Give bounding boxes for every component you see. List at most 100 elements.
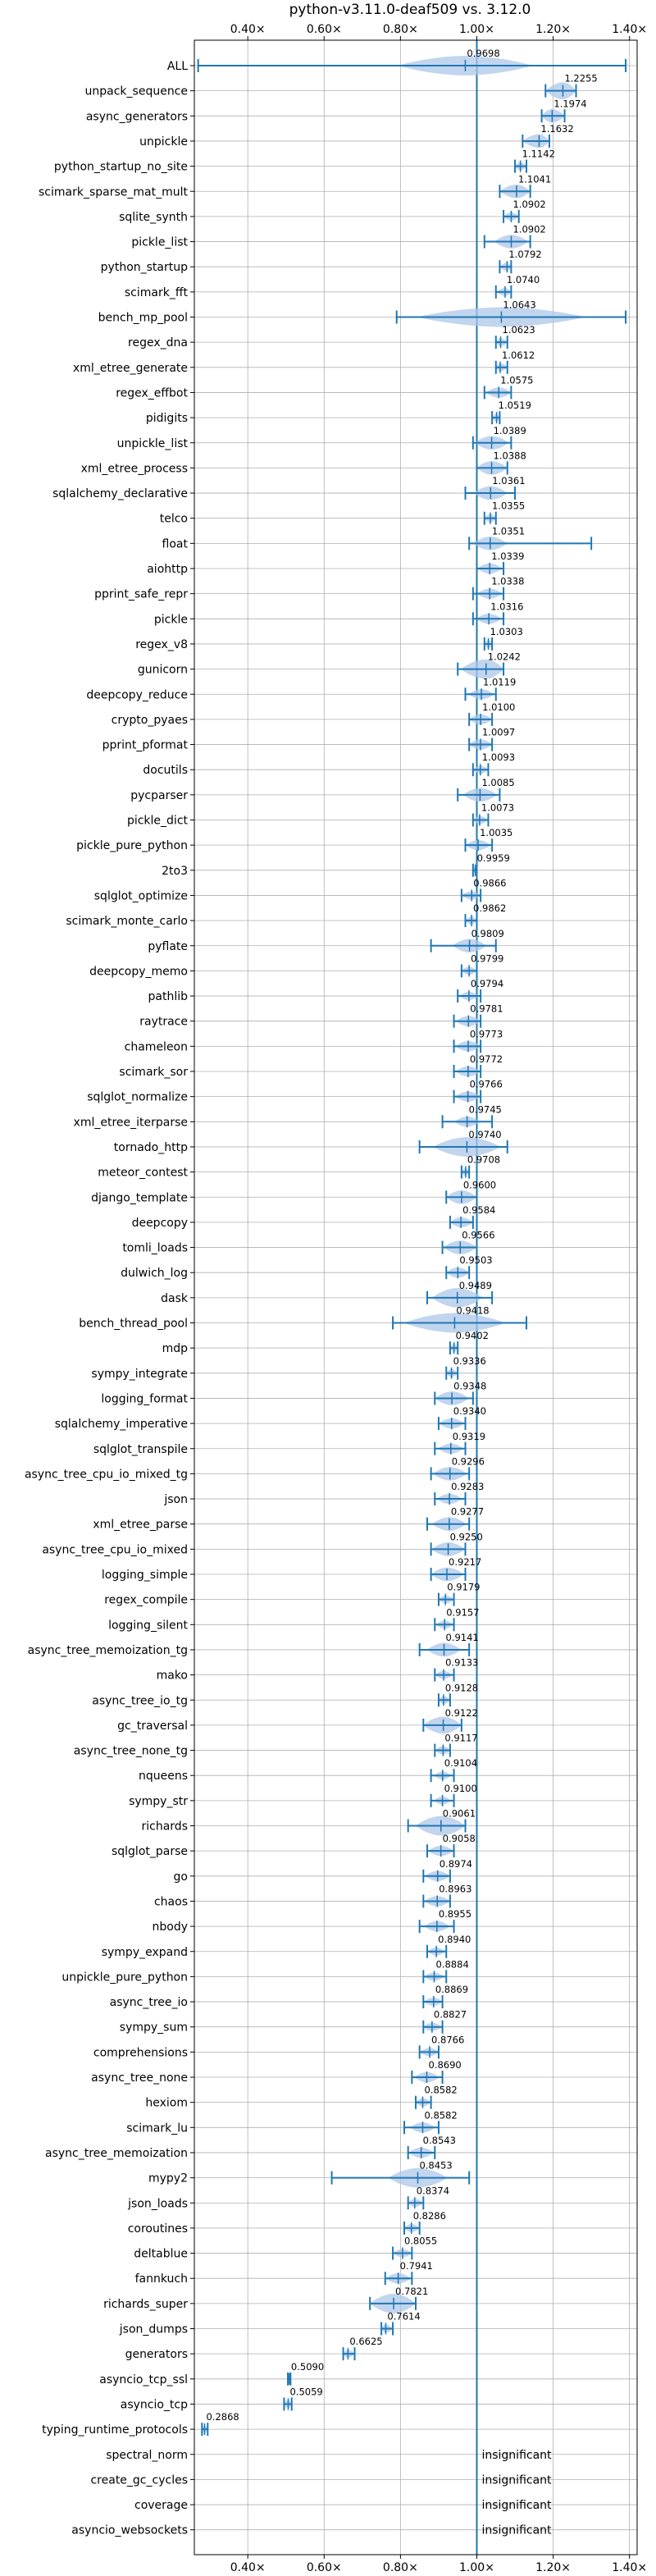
y-tick-label: scimark_lu: [126, 2122, 188, 2135]
y-tick-label: logging_format: [101, 1392, 188, 1405]
value-label: 0.8055: [404, 2236, 437, 2247]
y-tick-label: scimark_fft: [125, 286, 189, 299]
y-tick-label: unpack_sequence: [85, 85, 188, 98]
value-label: 1.0355: [492, 500, 525, 512]
value-label: 0.9402: [456, 1330, 489, 1341]
value-label: 0.9600: [463, 1179, 496, 1190]
y-tick-label: scimark_monte_carlo: [66, 915, 188, 928]
y-tick-label: sympy_sum: [120, 2021, 188, 2035]
y-tick-label: meteor_contest: [98, 1167, 188, 1180]
value-label: 0.5059: [289, 2386, 322, 2397]
y-tick-label: typing_runtime_protocols: [42, 2423, 188, 2437]
y-tick-label: sympy_str: [129, 1795, 188, 1808]
value-label: 1.1974: [554, 98, 586, 109]
value-label: 0.9772: [470, 1053, 503, 1065]
y-tick-label: json_dumps: [119, 2323, 188, 2336]
y-tick-label: python_startup: [101, 261, 188, 274]
y-tick-label: async_generators: [86, 110, 188, 123]
y-tick-label: ALL: [167, 60, 188, 73]
value-label: 0.8453: [419, 2160, 452, 2172]
value-label: 0.9809: [472, 928, 504, 939]
y-tick-label: pprint_pformat: [102, 739, 189, 752]
value-label: 0.9157: [446, 1606, 479, 1618]
y-tick-label: float: [162, 537, 189, 550]
value-label: 0.9061: [443, 1808, 476, 1820]
y-tick-label: unpickle_pure_python: [61, 1971, 188, 1984]
value-label: 1.0740: [507, 274, 540, 285]
value-label: 0.9058: [443, 1833, 476, 1844]
y-tick-label: gc_traversal: [117, 1720, 188, 1733]
y-tick-label: aiohttp: [147, 563, 188, 576]
y-tick-label: sqlalchemy_imperative: [55, 1418, 188, 1431]
value-label: 0.9799: [471, 952, 503, 964]
y-tick-label: mako: [157, 1669, 188, 1683]
y-tick-label: create_gc_cycles: [90, 2473, 188, 2487]
y-tick-label: xml_etree_process: [81, 462, 188, 475]
y-tick-label: asyncio_tcp: [121, 2398, 188, 2411]
value-label: 0.9584: [462, 1204, 495, 1216]
y-tick-label: unpickle_list: [117, 437, 189, 450]
y-tick-label: comprehensions: [93, 2046, 188, 2059]
y-tick-label: async_tree_cpu_io_mixed: [42, 1543, 188, 1556]
y-tick-label: richards_super: [103, 2298, 188, 2311]
y-tick-label: sqlite_synth: [119, 211, 188, 224]
value-label: 1.0389: [494, 425, 526, 436]
y-tick-label: regex_compile: [104, 1594, 188, 1607]
y-tick-label: pathlib: [148, 990, 189, 1003]
value-label: 1.0902: [512, 224, 545, 235]
value-label: 0.9104: [444, 1757, 477, 1769]
y-tick-label: xml_etree_parse: [93, 1519, 188, 1532]
y-tick-label: regex_effbot: [116, 386, 188, 400]
value-label: 0.9745: [469, 1103, 502, 1115]
y-tick-label: tornado_http: [114, 1141, 188, 1154]
value-label: 0.8286: [413, 2210, 446, 2222]
y-tick-label: coroutines: [128, 2222, 188, 2236]
y-tick-label: logging_silent: [108, 1619, 188, 1632]
value-label: 1.1041: [518, 173, 551, 185]
y-tick-label: unpickle: [139, 135, 188, 148]
value-label: 1.0623: [502, 324, 535, 336]
value-label: 1.0097: [482, 727, 515, 738]
y-tick-label: json: [163, 1493, 188, 1506]
value-label: 0.8963: [439, 1883, 472, 1894]
y-tick-label: deepcopy_memo: [89, 965, 188, 978]
value-label: 1.0085: [481, 777, 514, 788]
y-tick-label: mypy2: [148, 2172, 188, 2185]
value-label: 0.8690: [429, 2059, 462, 2071]
value-label: 0.9794: [471, 978, 503, 989]
y-tick-label: sqlglot_transpile: [93, 1443, 188, 1456]
mark-layer: [197, 56, 627, 2437]
value-label: 0.9489: [459, 1280, 492, 1291]
value-label: 0.9959: [477, 852, 510, 864]
value-label: 0.9283: [451, 1481, 484, 1492]
value-label: 0.9348: [453, 1380, 486, 1391]
value-label: 0.9503: [459, 1254, 492, 1266]
value-label: 1.0361: [492, 475, 525, 486]
value-label: 0.8374: [417, 2185, 449, 2196]
y-tick-label: pidigits: [146, 412, 188, 425]
y-tick-label: spectral_norm: [106, 2449, 188, 2462]
value-label: 1.1632: [540, 123, 573, 135]
y-tick-label: pickle_pure_python: [76, 839, 188, 852]
y-tick-label: logging_simple: [102, 1569, 188, 1582]
value-label: 0.9336: [453, 1355, 486, 1367]
value-label: 1.1142: [522, 148, 555, 160]
value-label: 0.5090: [291, 2361, 324, 2373]
x-tick-label-bottom: 0.80×: [383, 2561, 418, 2574]
y-tick-label: async_tree_none: [91, 2071, 188, 2085]
y-tick-label: pickle: [154, 613, 188, 626]
value-label: 0.8974: [440, 1858, 472, 1870]
value-label: 0.8827: [434, 2009, 467, 2021]
insignificant-label: insignificant: [481, 2499, 552, 2512]
value-label: 0.9766: [470, 1079, 503, 1090]
y-tick-label: sqlalchemy_declarative: [52, 487, 188, 500]
value-label: 1.0093: [482, 751, 515, 763]
value-label: 1.0612: [502, 349, 535, 361]
value-label: 0.7821: [395, 2286, 428, 2297]
insignificant-label: insignificant: [481, 2473, 552, 2487]
y-tick-label: 2to3: [162, 865, 188, 878]
y-tick-label: docutils: [143, 764, 188, 777]
y-tick-label: nbody: [153, 1921, 189, 1934]
y-tick-label: hexiom: [145, 2097, 188, 2110]
